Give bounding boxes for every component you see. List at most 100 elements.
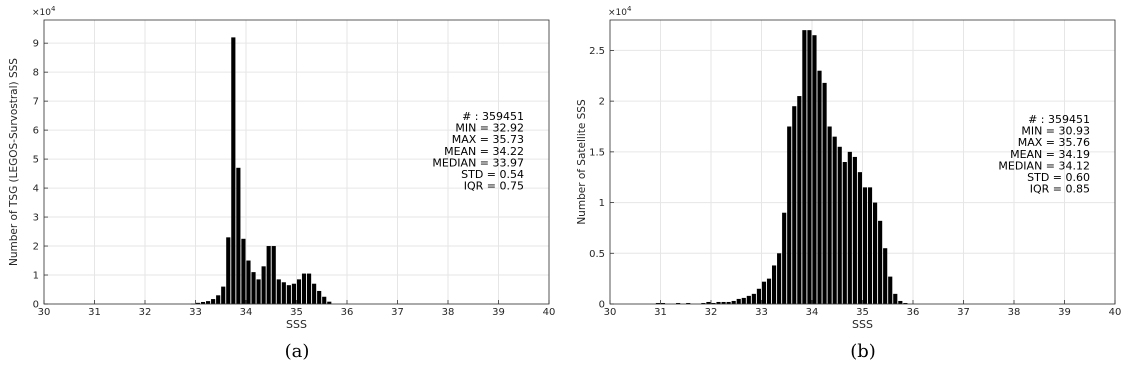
- y-tick-label: 5: [33, 155, 39, 166]
- x-tick-label: 33: [755, 307, 768, 318]
- histogram-bar: [701, 302, 706, 304]
- histogram-bar: [873, 202, 878, 304]
- x-tick-label: 33: [189, 307, 202, 318]
- histogram-bar: [276, 279, 281, 304]
- x-tick-label: 37: [391, 307, 404, 318]
- y-tick-label: 4: [33, 184, 39, 195]
- x-tick-label: 40: [1109, 307, 1122, 318]
- histogram-bar: [746, 295, 751, 304]
- stat-line: MEDIAN = 34.12: [998, 159, 1090, 172]
- x-tick-label: 39: [1058, 307, 1071, 318]
- stat-line: MAX = 35.76: [1018, 136, 1090, 149]
- y-axis-label: Number of Satellite SSS: [576, 99, 588, 225]
- histogram-bar: [216, 295, 221, 304]
- histogram-bar: [251, 272, 256, 304]
- histogram-bar: [231, 37, 236, 304]
- histogram-bar: [301, 273, 307, 304]
- y-tick-label: 2.5: [589, 46, 605, 57]
- x-axis-label: SSS: [852, 318, 873, 331]
- histogram-bar: [327, 301, 332, 304]
- histogram-bar: [291, 283, 296, 304]
- x-tick-label: 38: [1008, 307, 1021, 318]
- histogram-bar: [837, 146, 842, 304]
- histogram-bar: [842, 162, 847, 304]
- histogram-bar: [286, 285, 291, 304]
- panel-caption: (a): [285, 341, 310, 362]
- histogram-bar: [857, 172, 862, 304]
- histogram-bar: [898, 300, 903, 304]
- panel-caption: (b): [850, 341, 876, 362]
- histogram-bar: [221, 286, 226, 304]
- histogram-bar: [711, 302, 716, 304]
- stat-line: MEAN = 34.22: [444, 145, 524, 158]
- histogram-bar: [726, 301, 731, 304]
- stat-line: # : 359451: [462, 110, 524, 123]
- histogram-bar: [756, 288, 761, 304]
- stat-line: STD = 0.54: [461, 168, 524, 181]
- x-tick-label: 30: [38, 307, 51, 318]
- histogram-bar: [312, 283, 317, 304]
- histogram-bar: [741, 297, 746, 304]
- x-tick-label: 34: [806, 307, 819, 318]
- histogram-bar: [893, 293, 898, 304]
- histogram-bar: [867, 187, 873, 304]
- histogram-bar: [812, 35, 817, 304]
- histogram-bar: [706, 301, 711, 304]
- histogram-bar: [797, 96, 802, 304]
- y-tick-label: 7: [33, 97, 39, 108]
- histogram-bar: [862, 187, 868, 304]
- histogram-bar: [271, 246, 276, 304]
- y-tick-label: 3: [33, 213, 39, 224]
- histogram-bar: [296, 279, 302, 304]
- histogram-bar: [792, 106, 797, 304]
- y-axis-multiplier: ×104: [608, 5, 632, 18]
- histogram-bar: [266, 246, 271, 304]
- stat-line: MIN = 32.92: [455, 122, 524, 135]
- stat-line: MAX = 35.73: [452, 133, 524, 146]
- panel-a: 30 31 32 33 34 35 36 37 38 39 400123456789×104SSSN…: [8, 5, 555, 362]
- x-tick-label: 37: [957, 307, 970, 318]
- histogram-bar: [721, 301, 726, 304]
- y-tick-label: 1: [33, 271, 39, 282]
- y-tick-label: 8: [33, 68, 39, 79]
- histogram-bar: [246, 260, 251, 304]
- y-tick-label: 9: [33, 39, 39, 50]
- histogram-bar: [281, 282, 286, 304]
- histogram-bar: [822, 82, 827, 304]
- histogram-bar: [261, 266, 266, 304]
- histogram-bar: [817, 70, 822, 304]
- histogram-bar: [852, 156, 857, 304]
- x-tick-label: 34: [240, 307, 253, 318]
- histogram-bar: [782, 212, 787, 304]
- histogram-bar: [832, 136, 837, 304]
- x-tick-label: 30: [604, 307, 617, 318]
- y-axis-label: Number of TSG (LEGOS-Survostral) SSS: [8, 58, 20, 266]
- y-tick-label: 0: [33, 300, 39, 311]
- histogram-bar: [847, 151, 852, 304]
- x-tick-label: 38: [442, 307, 455, 318]
- histogram-bar: [226, 237, 231, 304]
- stat-line: IQR = 0.75: [464, 180, 524, 193]
- histogram-bar: [236, 167, 241, 304]
- x-tick-label: 36: [341, 307, 354, 318]
- histogram-bar: [761, 281, 767, 304]
- x-tick-label: 39: [492, 307, 505, 318]
- histogram-bar: [878, 220, 883, 304]
- histogram-bar: [211, 299, 216, 304]
- x-tick-label: 31: [88, 307, 101, 318]
- y-tick-label: 2: [33, 242, 39, 253]
- stat-line: MIN = 30.93: [1021, 125, 1090, 138]
- x-tick-label: 32: [139, 307, 152, 318]
- histogram-bar: [322, 296, 327, 304]
- histogram-bar: [660, 302, 666, 304]
- stat-line: MEDIAN = 33.97: [432, 156, 524, 169]
- histogram-bar: [317, 290, 322, 304]
- x-tick-label: 35: [290, 307, 303, 318]
- histogram-bar: [751, 293, 756, 304]
- histogram-bar: [716, 301, 721, 304]
- histogram-bar: [195, 302, 201, 304]
- y-tick-label: 1: [599, 198, 605, 209]
- histogram-bar: [903, 302, 908, 304]
- y-tick-label: 0: [599, 300, 605, 311]
